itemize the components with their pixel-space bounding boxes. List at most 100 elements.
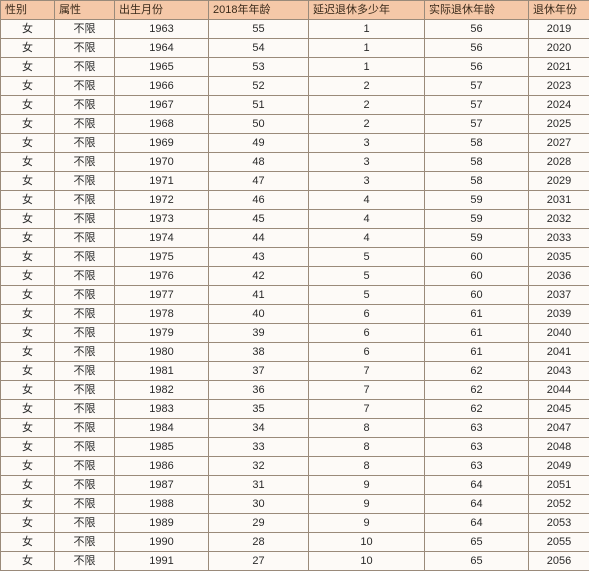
cell: 37 (209, 362, 309, 381)
table-row: 女不限1983357622045 (1, 400, 589, 419)
table-row: 女不限1984348632047 (1, 419, 589, 438)
cell: 8 (309, 457, 425, 476)
cell: 1983 (115, 400, 209, 419)
cell: 2019 (529, 20, 589, 39)
cell: 51 (209, 96, 309, 115)
cell: 31 (209, 476, 309, 495)
cell: 57 (425, 96, 529, 115)
cell: 62 (425, 381, 529, 400)
cell: 62 (425, 362, 529, 381)
cell: 女 (1, 533, 55, 552)
cell: 2025 (529, 115, 589, 134)
cell: 57 (425, 77, 529, 96)
cell: 50 (209, 115, 309, 134)
cell: 2021 (529, 58, 589, 77)
cell: 不限 (55, 229, 115, 248)
table-row: 女不限1975435602035 (1, 248, 589, 267)
cell: 女 (1, 96, 55, 115)
cell: 女 (1, 438, 55, 457)
cell: 2039 (529, 305, 589, 324)
cell: 2055 (529, 533, 589, 552)
cell: 42 (209, 267, 309, 286)
cell: 女 (1, 324, 55, 343)
table-row: 女不限1966522572023 (1, 77, 589, 96)
cell: 1966 (115, 77, 209, 96)
cell: 56 (425, 58, 529, 77)
cell: 39 (209, 324, 309, 343)
table-row: 女不限1974444592033 (1, 229, 589, 248)
cell: 2027 (529, 134, 589, 153)
table-row: 女不限1985338632048 (1, 438, 589, 457)
cell: 62 (425, 400, 529, 419)
cell: 64 (425, 495, 529, 514)
cell: 58 (425, 134, 529, 153)
cell: 不限 (55, 343, 115, 362)
cell: 女 (1, 286, 55, 305)
cell: 4 (309, 229, 425, 248)
table-row: 女不限1965531562021 (1, 58, 589, 77)
cell: 女 (1, 153, 55, 172)
cell: 女 (1, 381, 55, 400)
cell: 女 (1, 20, 55, 39)
cell: 女 (1, 172, 55, 191)
col-attr: 属性 (55, 1, 115, 20)
table-row: 女不限1976425602036 (1, 267, 589, 286)
cell: 女 (1, 248, 55, 267)
cell: 61 (425, 324, 529, 343)
cell: 8 (309, 438, 425, 457)
cell: 不限 (55, 153, 115, 172)
table-row: 女不限19912710652056 (1, 552, 589, 571)
cell: 2023 (529, 77, 589, 96)
cell: 女 (1, 134, 55, 153)
cell: 36 (209, 381, 309, 400)
cell: 7 (309, 400, 425, 419)
cell: 38 (209, 343, 309, 362)
cell: 46 (209, 191, 309, 210)
cell: 32 (209, 457, 309, 476)
cell: 不限 (55, 552, 115, 571)
table-row: 女不限1964541562020 (1, 39, 589, 58)
cell: 女 (1, 191, 55, 210)
cell: 1969 (115, 134, 209, 153)
cell: 不限 (55, 191, 115, 210)
cell: 9 (309, 514, 425, 533)
cell: 2056 (529, 552, 589, 571)
cell: 2 (309, 77, 425, 96)
cell: 不限 (55, 381, 115, 400)
cell: 1988 (115, 495, 209, 514)
cell: 女 (1, 457, 55, 476)
cell: 3 (309, 134, 425, 153)
cell: 1985 (115, 438, 209, 457)
cell: 2024 (529, 96, 589, 115)
cell: 女 (1, 210, 55, 229)
cell: 女 (1, 552, 55, 571)
retirement-table: 性别 属性 出生月份 2018年年龄 延迟退休多少年 实际退休年龄 退休年份 女… (0, 0, 589, 571)
cell: 2037 (529, 286, 589, 305)
cell: 不限 (55, 419, 115, 438)
cell: 65 (425, 552, 529, 571)
cell: 1970 (115, 153, 209, 172)
cell: 6 (309, 343, 425, 362)
cell: 5 (309, 248, 425, 267)
cell: 不限 (55, 457, 115, 476)
cell: 47 (209, 172, 309, 191)
cell: 2041 (529, 343, 589, 362)
cell: 59 (425, 229, 529, 248)
cell: 7 (309, 362, 425, 381)
cell: 61 (425, 343, 529, 362)
cell: 56 (425, 39, 529, 58)
cell: 30 (209, 495, 309, 514)
cell: 48 (209, 153, 309, 172)
header-row: 性别 属性 出生月份 2018年年龄 延迟退休多少年 实际退休年龄 退休年份 (1, 1, 589, 20)
cell: 10 (309, 533, 425, 552)
cell: 女 (1, 343, 55, 362)
cell: 1 (309, 58, 425, 77)
cell: 64 (425, 476, 529, 495)
cell: 女 (1, 514, 55, 533)
cell: 女 (1, 400, 55, 419)
cell: 1965 (115, 58, 209, 77)
table-row: 女不限19902810652055 (1, 533, 589, 552)
cell: 女 (1, 362, 55, 381)
table-row: 女不限1968502572025 (1, 115, 589, 134)
cell: 3 (309, 153, 425, 172)
